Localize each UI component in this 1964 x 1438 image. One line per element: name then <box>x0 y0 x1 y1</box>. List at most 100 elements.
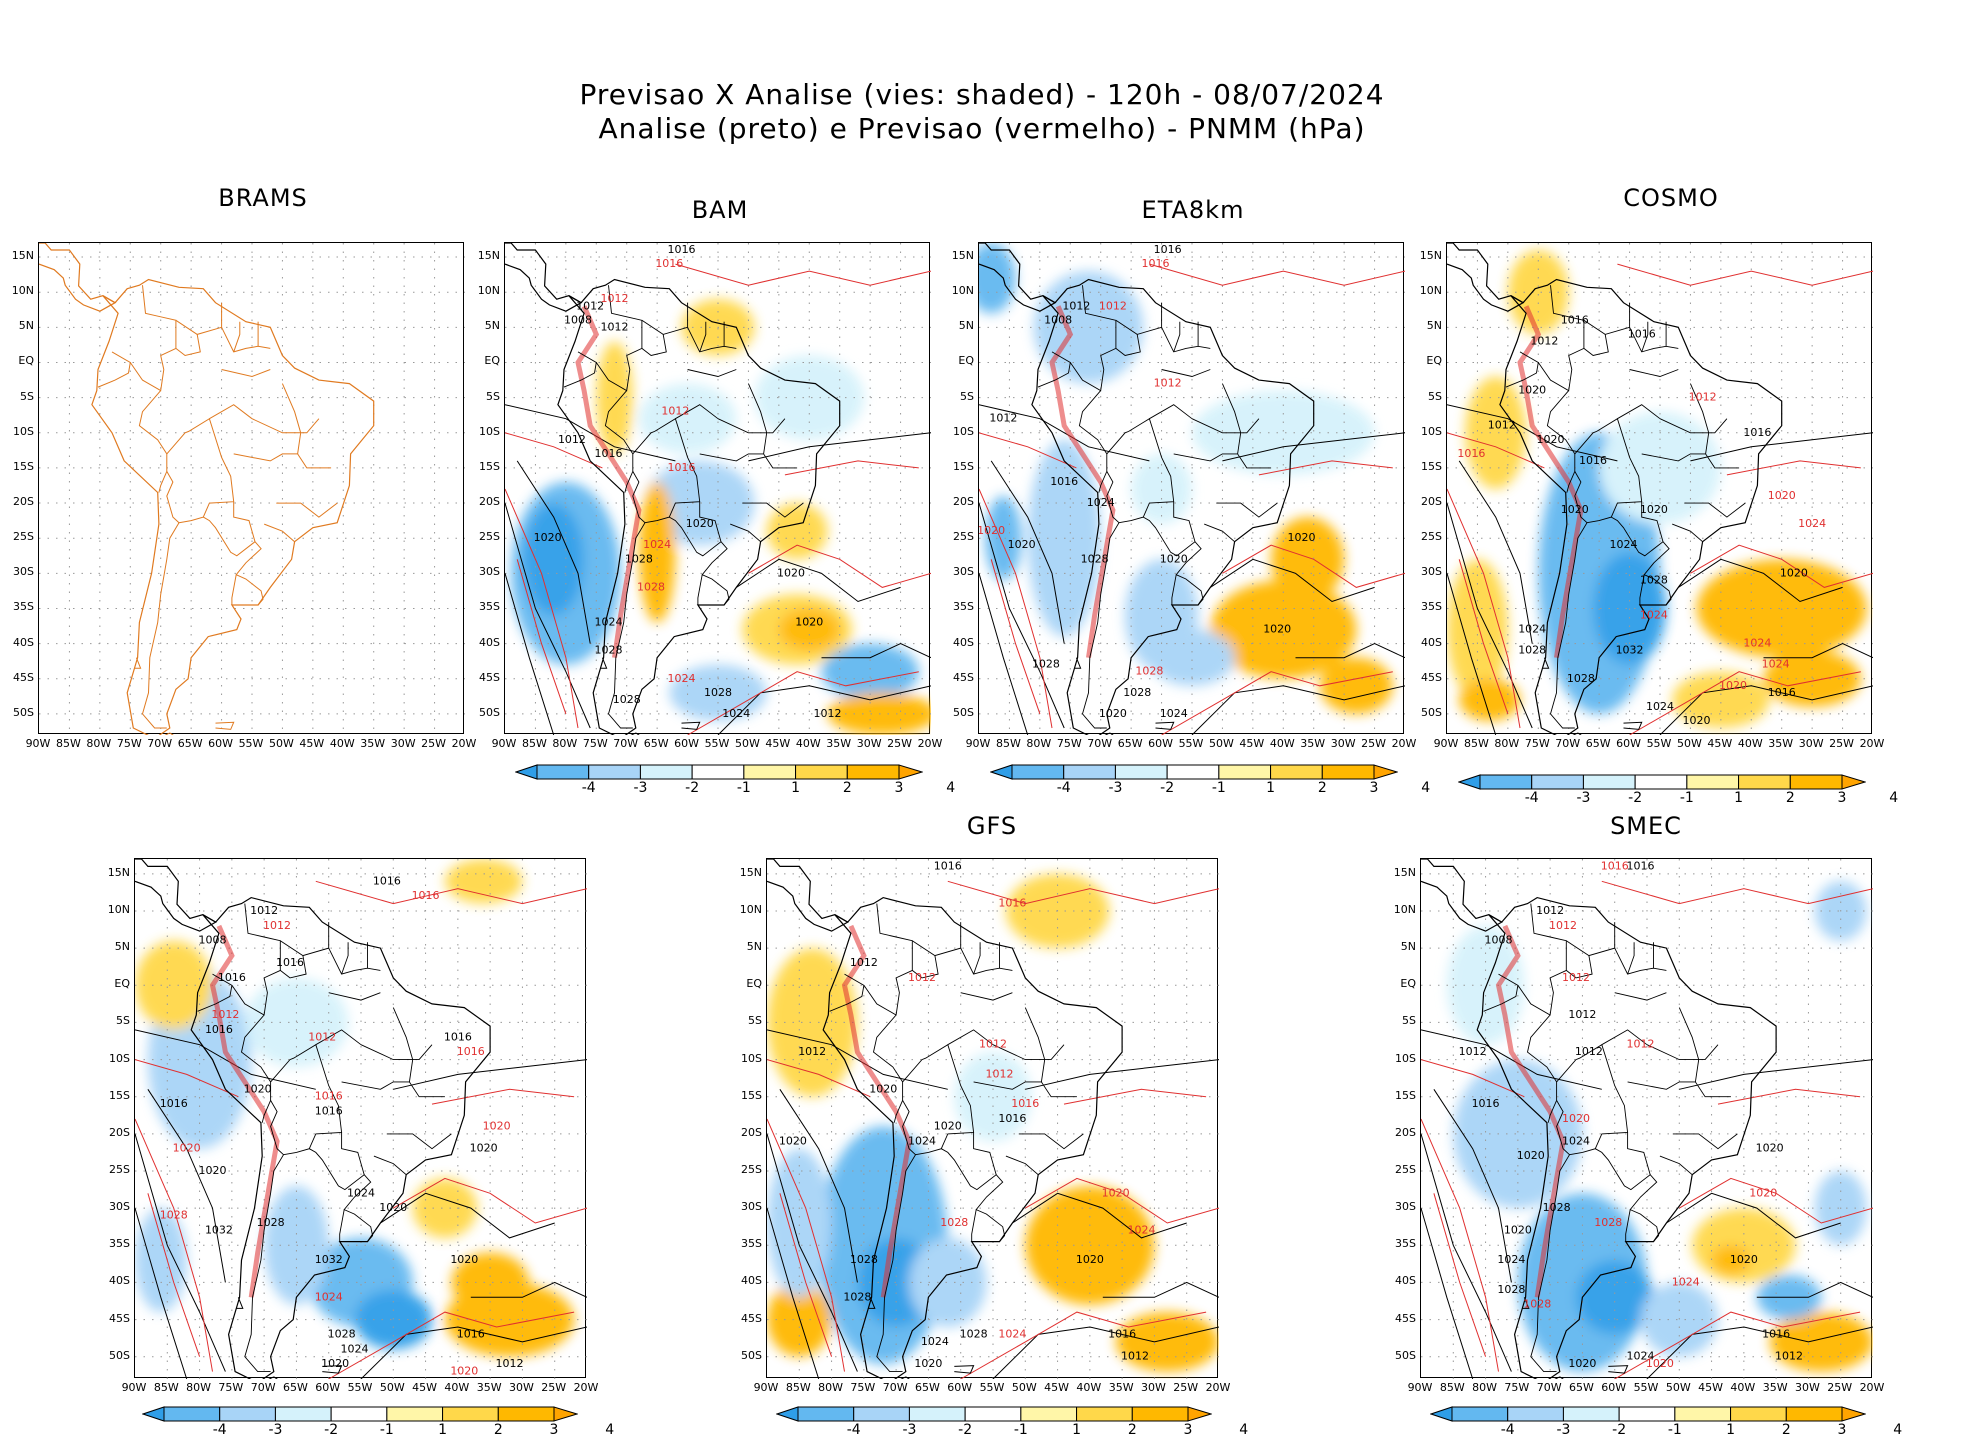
lat-tick-label: 30S <box>953 565 974 579</box>
colorbar-swatch <box>1430 1406 1453 1422</box>
colorbar-swatch <box>1674 1406 1732 1422</box>
forecast-isobar <box>1161 671 1393 735</box>
colorbar-swatch <box>1451 1406 1509 1422</box>
country-border <box>1614 992 1667 1001</box>
forecast-isobar <box>1614 1311 1861 1379</box>
forecast-isobar-label: 1016 <box>655 257 683 270</box>
analysis-isobar-label: 1024 <box>908 1134 936 1147</box>
country-border <box>1069 285 1117 392</box>
country-border <box>166 417 235 524</box>
lon-tick-label: 35W <box>826 737 852 750</box>
island <box>268 1376 278 1379</box>
forecast-isobar <box>315 880 587 905</box>
analysis-isobar <box>1421 1207 1474 1379</box>
analysis-isobar-label: 1020 <box>470 1142 498 1155</box>
lat-tick-label: 50S <box>13 705 34 719</box>
analysis-isobar-label: 1020 <box>1076 1253 1104 1266</box>
analysis-isobar-label: 1012 <box>496 1357 524 1370</box>
country-border <box>129 285 177 392</box>
lon-tick-label: 85W <box>1439 1381 1465 1394</box>
country-border <box>912 922 962 957</box>
bias-blob <box>1453 1059 1583 1209</box>
colorbar-label: 2 <box>1317 780 1327 796</box>
analysis-isobar <box>1679 1059 1873 1090</box>
lat-tick-label: 45S <box>479 670 500 684</box>
forecast-isobar-label: 1020 <box>173 1142 201 1155</box>
analysis-isobar-label: 1012 <box>1459 1045 1487 1058</box>
country-border <box>328 947 381 975</box>
forecast-isobar <box>1601 880 1873 905</box>
colorbar-swatch <box>1270 764 1323 780</box>
forecast-isobar-label: 1020 <box>979 524 1005 537</box>
forecast-isobar-label: 1024 <box>1798 517 1826 530</box>
island <box>1608 1365 1629 1374</box>
colorbar-label: -1 <box>1667 1422 1682 1438</box>
coastline <box>190 896 491 1379</box>
country-border <box>902 1044 975 1156</box>
lat-tick-label: 35S <box>13 600 34 614</box>
bias-blob <box>1692 1208 1796 1283</box>
forecast-isobar <box>431 1088 575 1105</box>
analysis-isobar <box>135 1029 316 1090</box>
forecast-isobar-label: 1016 <box>1601 859 1629 872</box>
country-border <box>240 1014 272 1123</box>
lon-tick-label: 55W <box>1178 737 1204 750</box>
colorbar-swatch <box>1841 774 1866 790</box>
country-border <box>97 351 131 388</box>
analysis-isobar-label: 1024 <box>921 1335 949 1348</box>
lat-tick-label: 25S <box>1395 1163 1416 1176</box>
colorbar-swatch <box>1531 774 1584 790</box>
bias-blob <box>412 1178 478 1238</box>
country-border <box>203 501 256 557</box>
forecast-isobar <box>505 488 579 729</box>
bias-blob <box>638 481 676 623</box>
analysis-isobar-label: 1020 <box>1518 384 1546 397</box>
andes-contours <box>575 305 642 659</box>
bias-blob <box>1319 657 1393 714</box>
analysis-isobar <box>1191 685 1405 735</box>
colorbar-swatch <box>1020 1406 1078 1422</box>
colorbar-label: 3 <box>1837 790 1847 806</box>
lon-tick-label: 30W <box>856 737 882 750</box>
grid <box>39 243 465 735</box>
country-border <box>1627 1081 1731 1098</box>
andes-contours <box>841 924 912 1298</box>
country-border <box>1483 973 1519 1012</box>
colorbar-label: 2 <box>493 1422 503 1438</box>
island <box>1554 1376 1564 1379</box>
lon-tick-label: 55W <box>1646 737 1672 750</box>
lat-tick-label: 25S <box>741 1163 762 1176</box>
colorbar-swatch <box>330 1406 388 1422</box>
bias-blob <box>244 977 349 1067</box>
analysis-isobar-label: 1028 <box>1081 552 1109 565</box>
country-border <box>1646 1044 1719 1061</box>
lon-tick-label: 90W <box>753 1381 779 1394</box>
lon-tick-label: 55W <box>238 737 264 750</box>
colorbar-label: -2 <box>1160 780 1175 796</box>
forecast-isobar-label: 1020 <box>450 1365 478 1378</box>
colorbar-label: -4 <box>212 1422 227 1438</box>
lon-tick-label: 45W <box>299 737 325 750</box>
forecast-isobar-label: 1028 <box>1135 665 1163 678</box>
island <box>1522 1297 1530 1309</box>
lon-tick-label: 65W <box>1585 737 1611 750</box>
analysis-isobar <box>360 1326 587 1379</box>
lon-tick-label: 80W <box>186 1381 211 1394</box>
analysis-isobar-label: 1016 <box>444 1030 472 1043</box>
country-border <box>197 973 233 1012</box>
lat-tick-label: 50S <box>741 1348 762 1362</box>
analysis-isobar-label: 1016 <box>276 956 304 969</box>
country-border <box>1672 523 1703 543</box>
lat-tick-label: 10N <box>477 284 500 298</box>
forecast-isobar <box>1690 544 1873 588</box>
forecast-isobar-label: 1012 <box>263 919 291 932</box>
analysis-isobar <box>767 1133 858 1372</box>
country-border <box>1173 321 1181 353</box>
forecast-isobar-label: 1012 <box>211 1008 239 1021</box>
forecast-isobar-label: 1012 <box>1627 1038 1655 1051</box>
country-border <box>235 541 264 606</box>
andes-contours <box>1517 305 1584 659</box>
lat-tick-label: 35S <box>1421 600 1442 614</box>
country-border <box>1689 383 1710 454</box>
colorbar-label: -1 <box>1013 1422 1028 1438</box>
